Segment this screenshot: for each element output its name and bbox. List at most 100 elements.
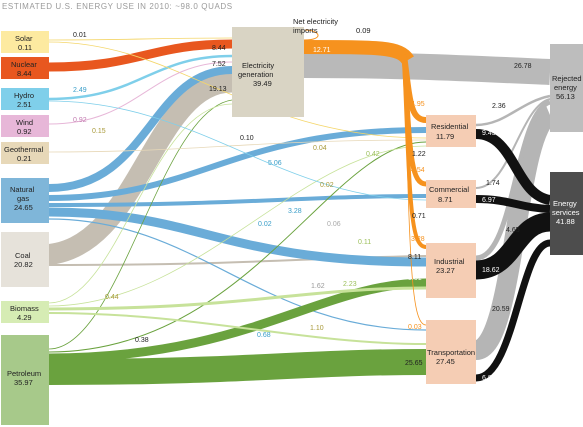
node-industrial xyxy=(426,243,476,298)
label-gas-res: 5.06 xyxy=(268,160,282,167)
flow-residential-services xyxy=(475,129,552,205)
flow-biomass-residential xyxy=(48,145,427,307)
flow-bands xyxy=(39,29,557,385)
node-residential-name: Residential xyxy=(431,122,468,131)
node-petroleum-name: Petroleum xyxy=(7,369,41,378)
flow-biomass-industrial xyxy=(48,286,427,311)
node-nuclear-value: 8.44 xyxy=(17,69,32,78)
label-elec-res: 4.95 xyxy=(411,101,425,108)
node-services-name-1: Energy xyxy=(553,199,577,208)
node-rejected-name-2: energy xyxy=(554,83,577,92)
node-industrial-value: 23.27 xyxy=(436,266,455,275)
flow-value-labels: 0.01 8.44 2.49 7.52 19.13 0.92 0.15 12.7… xyxy=(73,32,532,382)
node-solar-value: 0.11 xyxy=(18,43,32,52)
flow-gas-electricity xyxy=(48,66,233,192)
flow-electricity-industrial xyxy=(402,54,427,249)
label-tr-srv: 6.86 xyxy=(482,375,496,382)
flow-electricity-transport xyxy=(403,54,427,326)
flow-petroleum-residential xyxy=(48,141,427,353)
node-industrial-name: Industrial xyxy=(434,257,465,266)
node-rejected-name-1: Rejected xyxy=(552,74,582,83)
node-wind-value: 0.92 xyxy=(17,127,32,136)
flow-hydro-electricity xyxy=(48,54,233,101)
flow-gas-residential xyxy=(48,127,427,201)
label-coal-x1: 0.06 xyxy=(327,221,341,228)
node-hydro-name: Hydro xyxy=(14,91,34,100)
label-gas-ind: 8.11 xyxy=(408,254,421,261)
node-geothermal xyxy=(1,142,49,164)
label-bio-res: 0.42 xyxy=(366,151,380,158)
diagram-title: ESTIMATED U.S. ENERGY USE IN 2010: ~98.0… xyxy=(2,2,233,11)
node-wind xyxy=(1,115,49,137)
label-wind-x: 0.15 xyxy=(92,128,106,135)
node-services-name-2: services xyxy=(552,208,580,217)
label-elec-rejected: 26.78 xyxy=(514,63,532,70)
label-elec-com: 4.54 xyxy=(411,167,425,174)
flow-petroleum-industrial xyxy=(48,278,427,363)
label-gas-x1: 0.04 xyxy=(313,145,327,152)
label-hydro-elec2: 7.52 xyxy=(212,61,226,68)
node-residential-value: 11.79 xyxy=(436,132,454,141)
node-solar xyxy=(1,31,49,53)
node-geothermal-value: 0.21 xyxy=(17,154,32,163)
flow-solar-residential xyxy=(48,41,427,139)
flow-commercial-rejected xyxy=(475,98,551,189)
source-nodes: Solar 0.11 Nuclear 8.44 Hydro 2.51 Wind … xyxy=(1,31,49,425)
node-nuclear-name: Nuclear xyxy=(11,60,37,69)
flow-coal-electricity xyxy=(39,71,233,266)
flow-electricity-rejected xyxy=(303,52,551,85)
node-petroleum-value: 35.97 xyxy=(14,378,33,387)
flow-transportation-services xyxy=(475,239,551,382)
node-coal-name: Coal xyxy=(15,251,31,260)
label-elec-tr: 0.03 xyxy=(408,324,422,331)
label-coal-ind: 1.62 xyxy=(311,283,325,290)
flow-gas-transport xyxy=(48,218,427,331)
node-transportation-name: Transportation xyxy=(427,348,475,357)
node-solar-name: Solar xyxy=(15,34,33,43)
flow-wind-electricity xyxy=(48,61,233,125)
flow-hydro-commercial xyxy=(48,100,427,201)
label-gas-tr: 0.68 xyxy=(257,332,271,339)
node-electricity-value: 39.49 xyxy=(253,79,272,88)
node-coal-value: 20.82 xyxy=(14,260,33,269)
flow-commercial-services xyxy=(475,195,551,213)
node-transportation-value: 27.45 xyxy=(436,357,455,366)
label-nuclear-elec: 8.44 xyxy=(212,45,226,52)
label-ind-srv: 18.62 xyxy=(482,267,500,274)
label-tr-rej: 20.59 xyxy=(492,306,510,313)
label-com-srv: 6.97 xyxy=(482,197,496,204)
label-elec-out: 12.71 xyxy=(313,47,331,54)
label-solar-elec: 0.01 xyxy=(73,32,87,39)
node-petroleum xyxy=(1,335,49,425)
flow-residential-rejected xyxy=(475,94,551,127)
label-pet-tr: 25.65 xyxy=(405,360,423,367)
node-coal xyxy=(1,232,49,287)
label-gas-com: 3.28 xyxy=(288,208,302,215)
imports-value: 0.09 xyxy=(356,26,371,35)
label-res-in: 1.22 xyxy=(412,151,426,158)
node-electricity-name-2: generation xyxy=(238,70,273,79)
node-biomass-name: Biomass xyxy=(10,304,39,313)
label-coal-x2: 0.11 xyxy=(358,239,371,246)
label-com-in: 0.71 xyxy=(412,213,426,220)
node-electricity-name-1: Electricity xyxy=(242,61,274,70)
label-wind-elec: 0.92 xyxy=(73,117,87,124)
node-hydro xyxy=(1,88,49,110)
node-residential xyxy=(426,115,476,147)
node-commercial xyxy=(426,180,476,208)
flow-gas-industrial xyxy=(48,207,427,267)
imports-name-2: imports xyxy=(293,26,318,35)
flow-nuclear-electricity xyxy=(48,39,233,72)
node-hydro-value: 2.51 xyxy=(17,100,32,109)
node-rejected-value: 56.13 xyxy=(556,92,575,101)
flow-biomass-transport xyxy=(48,312,427,345)
node-commercial-name: Commercial xyxy=(429,185,469,194)
label-bio-ind: 2.23 xyxy=(343,281,357,288)
label-res-rej: 2.36 xyxy=(492,103,506,110)
flow-imports-electricity xyxy=(303,29,319,41)
label-com-rej: 1.74 xyxy=(486,180,500,187)
flow-biomass-electricity xyxy=(48,103,233,304)
flow-solar-electricity xyxy=(48,37,233,41)
node-natural-gas-name-2: gas xyxy=(17,194,29,203)
